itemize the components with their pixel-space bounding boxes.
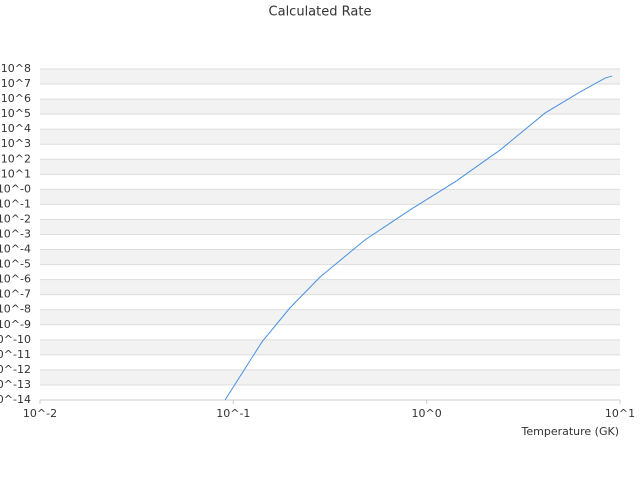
y-tick-label: 10^-1 [0,197,31,210]
plot-band [40,369,620,385]
y-tick-label: 10^-12 [0,363,31,376]
plot-band [40,279,620,295]
y-tick-label: 10^-7 [0,288,31,301]
y-tick-label: 10^3 [1,137,31,150]
plot-band [40,189,620,205]
plot-band [40,249,620,265]
plot-band [40,219,620,235]
y-tick-label: 10^-10 [0,333,31,346]
y-tick-label: 10^-0 [0,182,31,195]
y-tick-label: 10^-14 [0,393,31,406]
y-tick-label: 10^7 [1,77,31,90]
data-line [224,75,613,401]
y-tick-label: 10^4 [1,122,31,135]
x-tick-label: 10^1 [605,407,635,420]
plot-band [40,309,620,325]
plot-band [40,69,620,85]
y-tick-label: 10^1 [1,167,31,180]
y-tick-label: 10^-11 [0,348,31,361]
y-tick-label: 10^8 [1,62,31,75]
y-tick-label: 10^5 [1,107,31,120]
y-tick-label: 10^-6 [0,273,31,286]
y-tick-label: 10^-8 [0,303,31,316]
plot-band [40,99,620,115]
x-tick-label: 10^-2 [23,407,57,420]
chart-title: Calculated Rate [269,5,372,20]
y-tick-label: 10^6 [1,92,31,105]
y-tick-label: 10^-13 [0,378,31,391]
x-tick-label: 10^-1 [216,407,250,420]
plot-band [40,339,620,355]
x-tick-label: 10^0 [412,407,442,420]
plot-band [40,159,620,175]
y-tick-label: 10^-4 [0,243,31,256]
y-tick-label: 10^-9 [0,318,31,331]
y-tick-label: 10^-5 [0,258,31,271]
plot-band [40,129,620,145]
x-axis-label: Temperature (GK) [521,425,620,438]
y-tick-label: 10^2 [1,152,31,165]
y-tick-label: 10^-2 [0,212,31,225]
y-tick-label: 10^-3 [0,228,31,241]
